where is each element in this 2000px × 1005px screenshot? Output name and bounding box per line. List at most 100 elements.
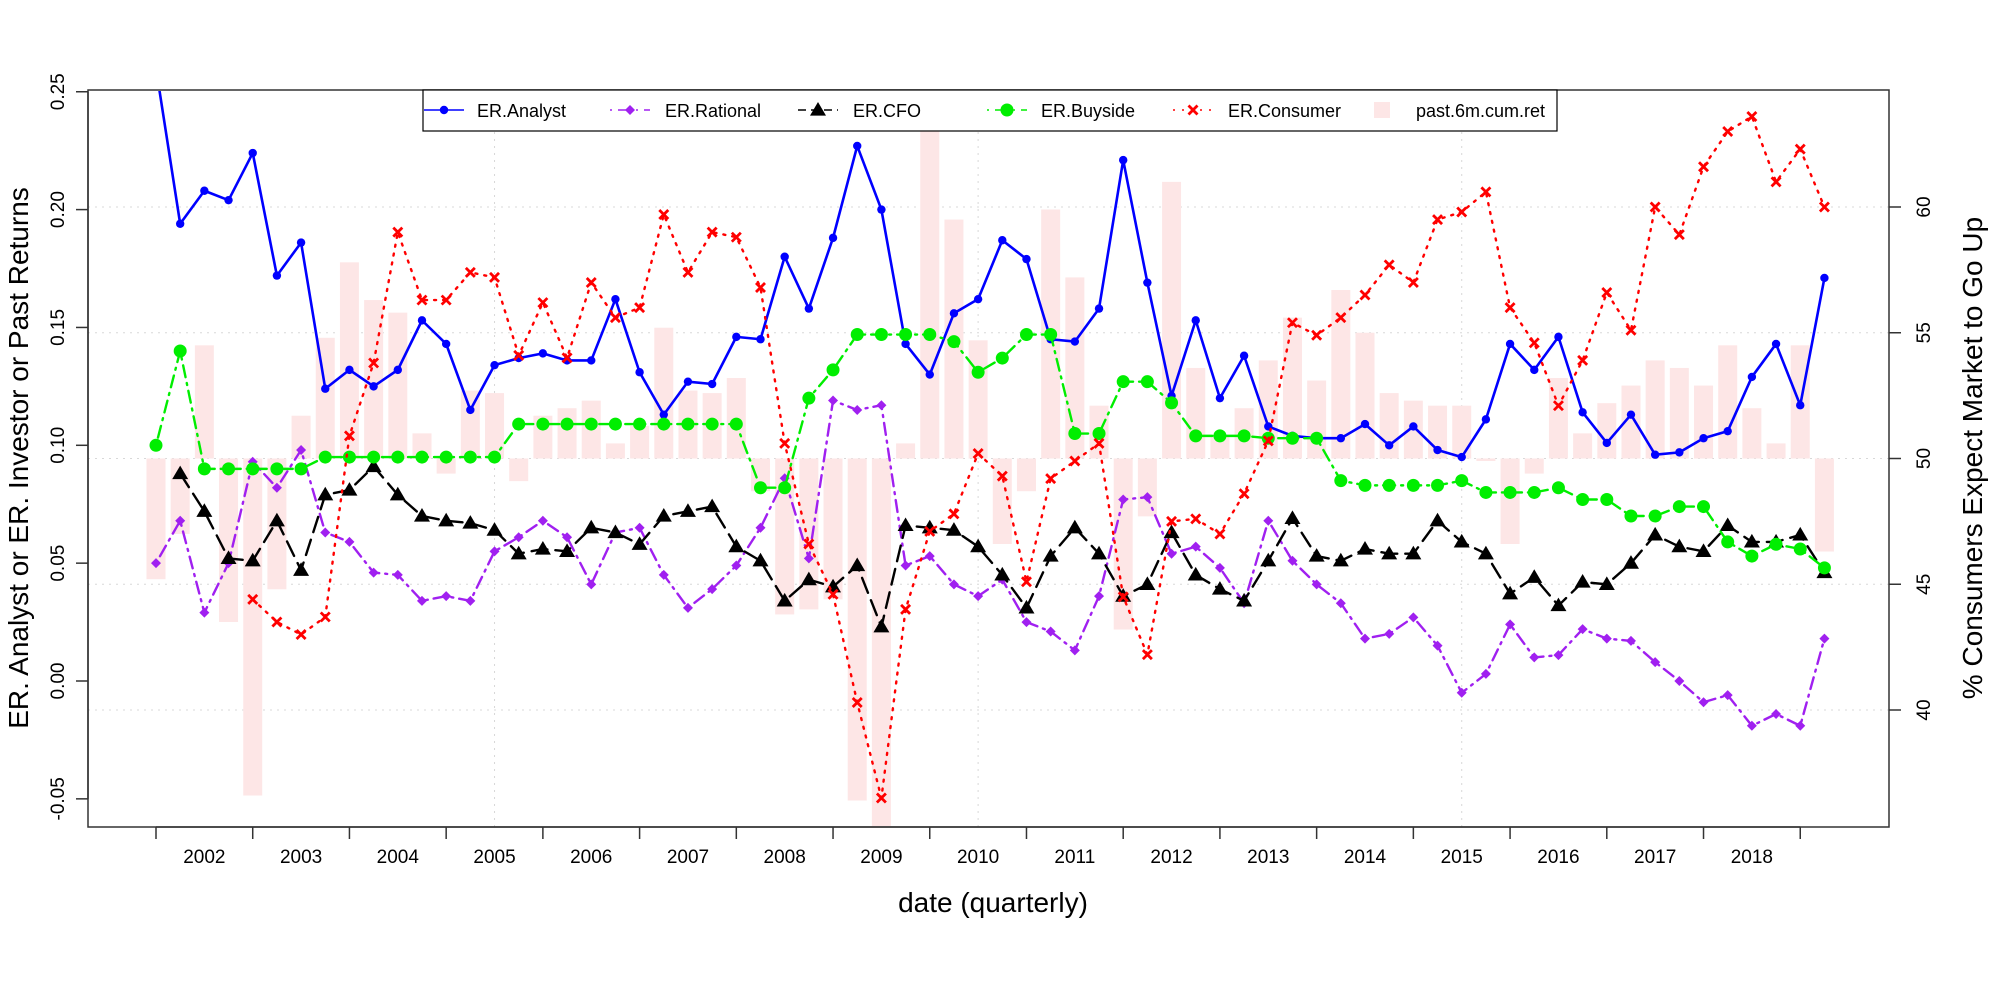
point-er-rational (562, 532, 573, 543)
point-er-buyside (754, 481, 767, 495)
legend-label-er-buyside: ER.Buyside (1041, 101, 1135, 121)
bar-past-6m-cum-ret (1621, 385, 1641, 459)
point-er-cfo (486, 522, 503, 536)
bar-past-6m-cum-ret (1524, 458, 1544, 474)
point-er-analyst (1143, 278, 1152, 287)
point-er-buyside (1793, 542, 1807, 556)
point-er-analyst (345, 365, 354, 375)
point-er-cfo (559, 543, 576, 557)
point-er-buyside (1044, 328, 1058, 342)
x-axis-tick-label: 2005 (473, 847, 515, 868)
point-er-buyside (1116, 375, 1130, 389)
point-er-buyside (1092, 427, 1106, 441)
left-axis-tick-label: 0.25 (48, 73, 69, 110)
point-er-rational (900, 560, 911, 571)
point-er-rational (973, 591, 984, 602)
point-er-rational (1746, 720, 1757, 731)
point-er-cfo (510, 545, 527, 560)
legend-marker-er-cfo (810, 102, 826, 116)
point-er-rational (1771, 708, 1782, 719)
point-er-rational (199, 607, 210, 618)
legend-marker-er-buyside (1000, 103, 1014, 117)
legend-marker-er-consumer (1187, 104, 1199, 116)
point-er-consumer (1552, 400, 1564, 412)
bar-past-6m-cum-ret (1718, 345, 1738, 459)
point-er-cfo (776, 592, 793, 607)
point-er-cfo (1502, 585, 1519, 600)
point-er-consumer (875, 792, 887, 804)
bar-past-6m-cum-ret (1331, 289, 1351, 459)
point-er-rational (392, 569, 403, 580)
point-er-analyst (1239, 351, 1249, 360)
point-er-analyst (1530, 365, 1539, 375)
point-er-rational (803, 553, 814, 564)
point-er-analyst (877, 205, 886, 214)
point-er-analyst (949, 309, 959, 318)
point-er-consumer (779, 437, 791, 449)
line-er-buyside (154, 333, 1826, 570)
x-axis-tick-label: 2014 (1344, 847, 1387, 868)
point-er-analyst (490, 360, 499, 370)
point-er-buyside (1576, 493, 1590, 507)
point-er-cfo (438, 512, 455, 527)
point-er-cfo (728, 538, 745, 553)
point-er-buyside (270, 462, 284, 476)
point-er-cfo (413, 508, 430, 522)
point-er-rational (416, 595, 427, 606)
point-er-rational (1263, 515, 1274, 526)
point-er-consumer (682, 266, 694, 278)
point-er-buyside (222, 462, 236, 476)
point-er-consumer (972, 447, 984, 459)
x-axis-tick-label: 2004 (377, 847, 420, 868)
point-er-analyst (369, 382, 378, 391)
point-er-analyst (1505, 339, 1515, 349)
bar-past-6m-cum-ret (1694, 385, 1714, 459)
legend-label-er-cfo: ER.CFO (853, 101, 921, 121)
point-er-rational (852, 404, 863, 415)
point-er-analyst (1433, 445, 1442, 455)
series-er-cfo (172, 458, 1833, 633)
series-lines (149, 91, 1833, 804)
point-er-buyside (1624, 509, 1638, 523)
point-er-consumer (1190, 513, 1202, 525)
point-er-cfo (945, 522, 962, 536)
point-er-buyside (197, 462, 211, 476)
point-er-cfo (1284, 510, 1301, 524)
point-er-consumer (1673, 229, 1685, 241)
point-er-consumer (1407, 276, 1419, 288)
point-er-consumer (1480, 186, 1492, 198)
point-er-analyst (175, 219, 185, 228)
point-er-buyside (802, 391, 816, 405)
point-er-cfo (873, 618, 890, 633)
point-er-buyside (536, 417, 550, 431)
point-er-buyside (1140, 375, 1154, 389)
point-er-buyside (1721, 535, 1735, 549)
point-er-rational (1384, 628, 1395, 639)
point-er-consumer (513, 349, 525, 361)
legend-label-er-consumer: ER.Consumer (1228, 101, 1341, 121)
point-er-consumer (996, 470, 1008, 482)
point-er-rational (634, 522, 645, 533)
bar-past-6m-cum-ret (460, 390, 480, 459)
point-er-rational (151, 558, 161, 569)
point-er-buyside (1382, 478, 1396, 492)
point-er-analyst (707, 379, 717, 389)
point-er-analyst (925, 370, 934, 379)
point-er-buyside (1406, 478, 1420, 492)
point-er-analyst (1384, 441, 1394, 450)
point-er-analyst (611, 294, 620, 304)
point-er-rational (1698, 697, 1709, 708)
x-axis-tick-label: 2018 (1731, 847, 1773, 868)
point-er-buyside (657, 417, 671, 431)
point-er-buyside (1600, 493, 1614, 507)
point-er-rational (1287, 555, 1298, 566)
x-axis-tick-label: 2011 (1054, 847, 1095, 868)
point-er-consumer (416, 294, 428, 306)
point-er-buyside (1503, 485, 1517, 499)
point-er-analyst (1723, 426, 1732, 436)
bar-past-6m-cum-ret (1355, 332, 1375, 459)
point-er-cfo (1598, 576, 1615, 590)
point-er-consumer (1093, 437, 1105, 449)
point-er-consumer (1456, 206, 1468, 218)
point-er-rational (755, 522, 766, 533)
